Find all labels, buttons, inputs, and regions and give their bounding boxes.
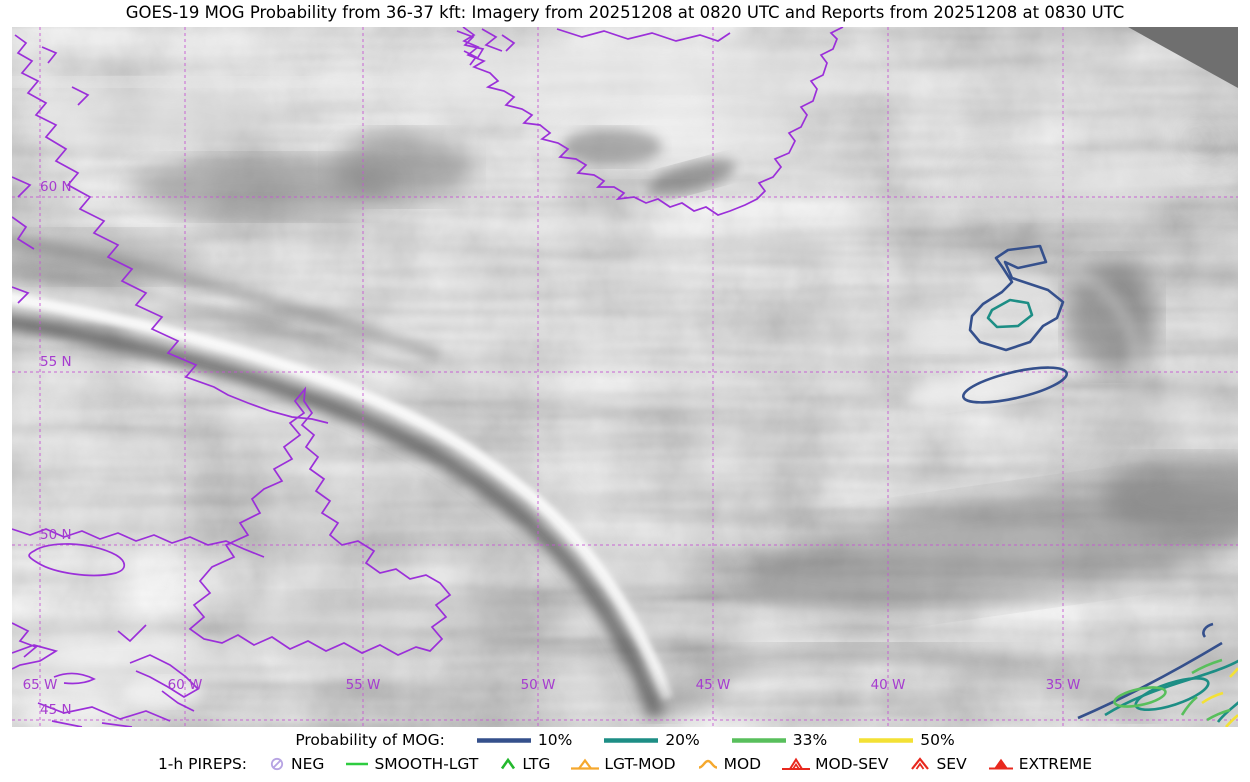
- legend-item-lgt-mod: LGT-MOD: [571, 755, 676, 773]
- legend-pireps-row: 1-h PIREPS: NEG SMOOTH-LGT LTG: [0, 755, 1250, 773]
- legend-item-smooth-lgt: SMOOTH-LGT: [345, 755, 478, 773]
- grid-labels: 60 N 55 N 50 N 45 N 65 W 60 W 55 W 50 W …: [23, 179, 1081, 718]
- page-title: GOES-19 MOG Probability from 36-37 kft: …: [125, 3, 1125, 22]
- neg-label: NEG: [291, 755, 325, 773]
- swatch-50pct-icon: [859, 737, 914, 743]
- extreme-icon: [988, 758, 1013, 770]
- legend-item-neg: NEG: [268, 755, 324, 773]
- satellite-map: 60 N 55 N 50 N 45 N 65 W 60 W 55 W 50 W …: [12, 27, 1238, 727]
- sev-icon: [911, 757, 930, 770]
- contour-33pct: [1113, 658, 1231, 722]
- cloud-features: [12, 37, 1238, 727]
- lon-label-50w: 50 W: [521, 677, 556, 693]
- swatch-50pct-label: 50%: [920, 731, 955, 749]
- extreme-label: EXTREME: [1018, 755, 1093, 773]
- no-data-wedge: [1128, 27, 1238, 88]
- legend-item-10pct: 10%: [475, 731, 572, 749]
- lon-label-55w: 55 W: [346, 677, 381, 693]
- swatch-33pct-label: 33%: [792, 731, 828, 749]
- swatch-10pct-icon: [476, 737, 531, 743]
- lon-label-45w: 45 W: [696, 677, 731, 693]
- lon-label-40w: 40 W: [871, 677, 906, 693]
- smooth-lgt-icon: [346, 762, 369, 766]
- coastline-greenland-fjords: [456, 28, 731, 66]
- lat-label-55n: 55 N: [40, 354, 72, 370]
- swatch-33pct-icon: [731, 737, 786, 743]
- legend-item-50pct: 50%: [857, 731, 955, 749]
- legend-item-mod-sev: MOD-SEV: [782, 755, 888, 773]
- lat-label-60n: 60 N: [40, 179, 72, 195]
- legend-item-33pct: 33%: [730, 731, 827, 749]
- lgt-mod-label: LGT-MOD: [604, 755, 676, 773]
- ltg-icon: [501, 757, 516, 770]
- mod-sev-label: MOD-SEV: [815, 755, 889, 773]
- coastline-labrador: [14, 34, 329, 424]
- coastline-gulf: [12, 622, 200, 727]
- swatch-10pct-label: 10%: [537, 731, 573, 749]
- legend-item-ltg: LTG: [499, 755, 550, 773]
- legend-item-mod: MOD: [697, 755, 762, 773]
- gridlines: [12, 27, 1238, 727]
- lat-label-45n: 45 N: [40, 702, 72, 718]
- coastline-newfoundland: [188, 386, 452, 656]
- legend-probability-row: Probability of MOG: 10% 20% 33% 50%: [0, 731, 1250, 749]
- pireps-legend-title: 1-h PIREPS:: [157, 755, 248, 773]
- lon-label-60w: 60 W: [168, 677, 203, 693]
- mod-sev-icon: [782, 757, 811, 770]
- smooth-lgt-label: SMOOTH-LGT: [374, 755, 479, 773]
- lon-label-65w: 65 W: [23, 677, 58, 693]
- swatch-20pct-icon: [604, 737, 659, 743]
- sev-label: SEV: [936, 755, 967, 773]
- legend-item-extreme: EXTREME: [988, 755, 1092, 773]
- legend-item-20pct: 20%: [602, 731, 700, 749]
- neg-icon: [270, 757, 284, 771]
- contour-10pct: [961, 244, 1223, 720]
- mod-label: MOD: [723, 755, 762, 773]
- lon-label-35w: 35 W: [1046, 677, 1081, 693]
- contour-50pct: [1201, 667, 1238, 727]
- lgt-mod-icon: [571, 758, 600, 770]
- probability-legend-title: Probability of MOG:: [295, 731, 445, 749]
- lat-label-50n: 50 N: [40, 527, 72, 543]
- legend-item-sev: SEV: [909, 755, 967, 773]
- swatch-20pct-label: 20%: [665, 731, 700, 749]
- coastline-greenland: [462, 27, 844, 216]
- coastlines: [12, 27, 844, 727]
- coastline-quebec-shore: [12, 528, 265, 558]
- coastline-anticosti: [28, 543, 126, 577]
- mod-icon: [698, 759, 717, 769]
- satellite-image: 60 N 55 N 50 N 45 N 65 W 60 W 55 W 50 W …: [12, 27, 1238, 727]
- ltg-label: LTG: [522, 755, 551, 773]
